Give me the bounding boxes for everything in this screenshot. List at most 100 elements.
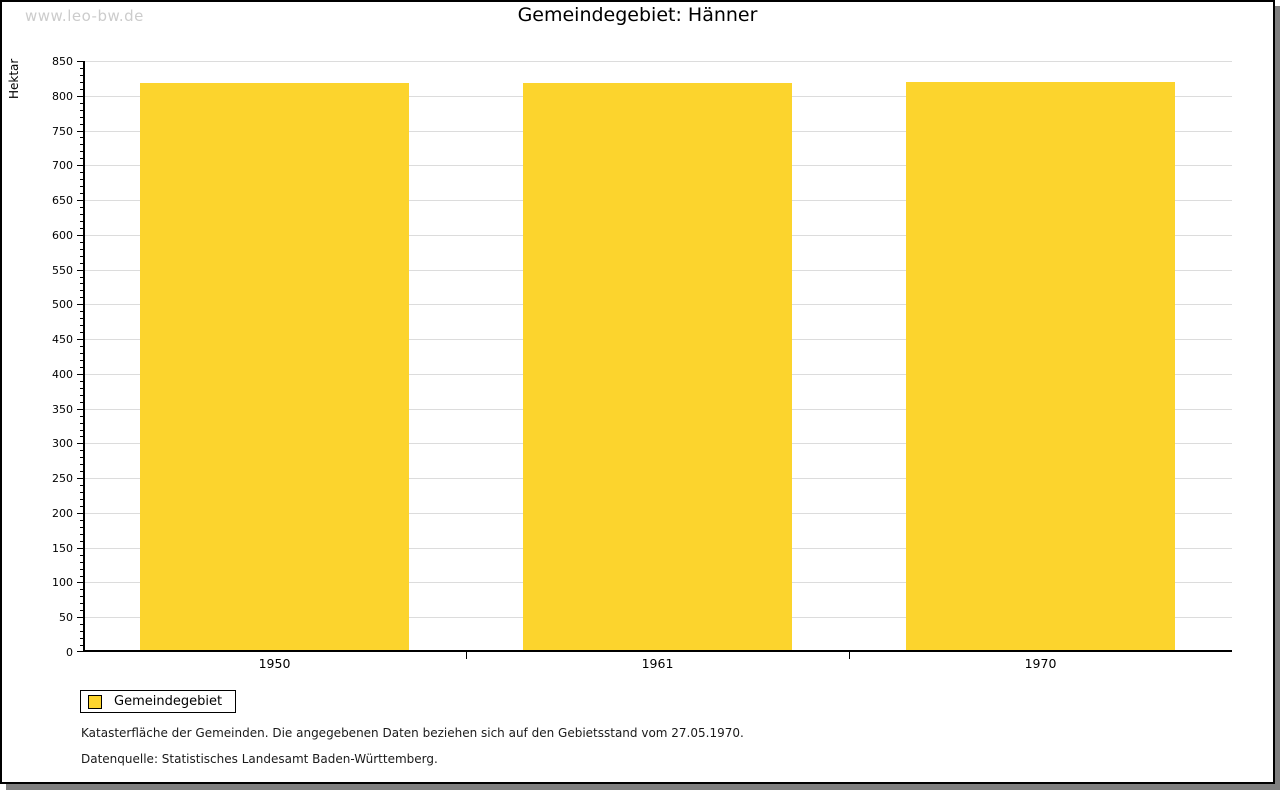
y-axis-minor-tick bbox=[80, 318, 83, 320]
y-axis-minor-tick bbox=[80, 638, 83, 640]
y-axis-minor-tick bbox=[80, 248, 83, 250]
y-axis-tick-label: 650 bbox=[52, 194, 73, 208]
y-axis-minor-tick bbox=[80, 81, 83, 83]
y-axis-major-tick bbox=[77, 61, 83, 62]
y-axis-minor-tick bbox=[80, 540, 83, 542]
y-axis-major-tick bbox=[77, 512, 83, 514]
x-axis-boundary-tick bbox=[849, 652, 850, 659]
y-axis-tick-label: 0 bbox=[66, 646, 73, 659]
x-axis-line bbox=[83, 650, 1232, 652]
y-axis-minor-tick bbox=[80, 401, 83, 403]
y-axis-major-tick bbox=[77, 165, 83, 167]
y-axis-minor-tick bbox=[80, 137, 83, 139]
y-axis-minor-tick bbox=[80, 561, 83, 563]
y-axis-minor-tick bbox=[80, 102, 83, 104]
y-axis-minor-tick bbox=[80, 575, 83, 577]
y-axis-tick-label: 550 bbox=[52, 263, 73, 277]
y-axis-major-tick bbox=[77, 617, 83, 619]
y-axis-major-tick bbox=[77, 547, 83, 549]
bar-1970 bbox=[906, 81, 1175, 650]
y-axis-tick-label: 450 bbox=[52, 333, 73, 347]
y-axis-minor-tick bbox=[80, 297, 83, 299]
y-axis-major-tick bbox=[77, 443, 83, 445]
y-axis-tick-label: 150 bbox=[52, 541, 73, 555]
y-axis-minor-tick bbox=[80, 88, 83, 90]
chart-title: Gemeindegebiet: Hänner bbox=[517, 4, 758, 26]
y-axis-minor-tick bbox=[80, 519, 83, 521]
y-axis-minor-tick bbox=[80, 158, 83, 160]
y-axis-minor-tick bbox=[80, 109, 83, 111]
y-axis-major-tick bbox=[77, 478, 83, 480]
y-axis-minor-tick bbox=[80, 380, 83, 382]
y-axis-minor-tick bbox=[80, 366, 83, 368]
y-axis-major-tick bbox=[77, 200, 83, 202]
y-axis-major-tick bbox=[77, 95, 83, 97]
y-axis-minor-tick bbox=[80, 325, 83, 327]
y-axis-minor-tick bbox=[80, 533, 83, 535]
y-axis-minor-tick bbox=[80, 554, 83, 556]
y-axis-minor-tick bbox=[80, 255, 83, 257]
y-axis-minor-tick bbox=[80, 631, 83, 633]
y-axis-minor-tick bbox=[80, 179, 83, 181]
y-axis-minor-tick bbox=[80, 74, 83, 76]
x-axis-tick-label: 1950 bbox=[258, 656, 291, 671]
x-axis-boundary-tick bbox=[466, 652, 467, 659]
y-axis-major-tick bbox=[77, 130, 83, 132]
y-axis-line bbox=[83, 61, 85, 652]
y-axis-minor-tick bbox=[80, 207, 83, 208]
y-axis-minor-tick bbox=[80, 568, 83, 570]
y-axis-minor-tick bbox=[80, 603, 83, 605]
y-axis-tick-label: 850 bbox=[52, 55, 73, 68]
y-axis-minor-tick bbox=[80, 151, 83, 153]
y-axis-major-tick bbox=[77, 339, 83, 341]
y-axis-major-tick bbox=[77, 651, 83, 652]
y-axis-minor-tick bbox=[80, 186, 83, 188]
y-axis-minor-tick bbox=[80, 485, 83, 487]
y-axis-minor-tick bbox=[80, 589, 83, 591]
y-axis-minor-tick bbox=[80, 227, 83, 229]
y-axis-minor-tick bbox=[80, 436, 83, 438]
legend-swatch-icon bbox=[88, 694, 102, 709]
y-axis-minor-tick bbox=[80, 394, 83, 396]
y-axis-minor-tick bbox=[80, 429, 83, 431]
y-axis-minor-tick bbox=[80, 241, 83, 243]
y-axis-tick-label: 50 bbox=[59, 611, 73, 625]
y-axis-minor-tick bbox=[80, 422, 83, 424]
y-axis-minor-tick bbox=[80, 596, 83, 598]
y-axis-minor-tick bbox=[80, 353, 83, 355]
y-axis-minor-tick bbox=[80, 116, 83, 118]
y-axis-tick-label: 300 bbox=[52, 437, 73, 451]
footnote-data-source: Datenquelle: Statistisches Landesamt Bad… bbox=[81, 752, 438, 766]
footnote-source-note: Katasterfläche der Gemeinden. Die angege… bbox=[81, 726, 744, 740]
y-axis-minor-tick bbox=[80, 471, 83, 473]
x-axis-tick-label: 1970 bbox=[1024, 656, 1057, 671]
y-axis-tick-label: 800 bbox=[52, 89, 73, 103]
y-axis-minor-tick bbox=[80, 387, 83, 389]
y-axis-minor-tick bbox=[80, 276, 83, 278]
y-axis-minor-tick bbox=[80, 193, 83, 195]
legend-label: Gemeindegebiet bbox=[114, 694, 223, 709]
y-axis-minor-tick bbox=[80, 172, 83, 174]
y-axis-minor-tick bbox=[80, 346, 83, 348]
y-axis-minor-tick bbox=[80, 526, 83, 528]
y-axis-tick-label: 750 bbox=[52, 124, 73, 138]
y-axis-minor-tick bbox=[80, 290, 83, 292]
y-axis-major-tick bbox=[77, 408, 83, 410]
y-axis-minor-tick bbox=[80, 610, 83, 612]
y-axis-tick-label: 600 bbox=[52, 228, 73, 242]
watermark: www.leo-bw.de bbox=[25, 7, 144, 25]
y-axis-minor-tick bbox=[80, 624, 83, 626]
y-axis-minor-tick bbox=[80, 499, 83, 501]
y-axis-minor-tick bbox=[80, 220, 83, 222]
y-axis-major-tick bbox=[77, 234, 83, 236]
y-axis-minor-tick bbox=[80, 645, 83, 647]
gridline bbox=[85, 61, 1232, 62]
bar-1961 bbox=[523, 83, 792, 650]
y-axis-minor-tick bbox=[80, 213, 83, 215]
y-axis-minor-tick bbox=[80, 464, 83, 466]
y-axis-minor-tick bbox=[80, 123, 83, 125]
y-axis-minor-tick bbox=[80, 283, 83, 285]
y-axis-minor-tick bbox=[80, 450, 83, 452]
y-axis-minor-tick bbox=[80, 457, 83, 459]
